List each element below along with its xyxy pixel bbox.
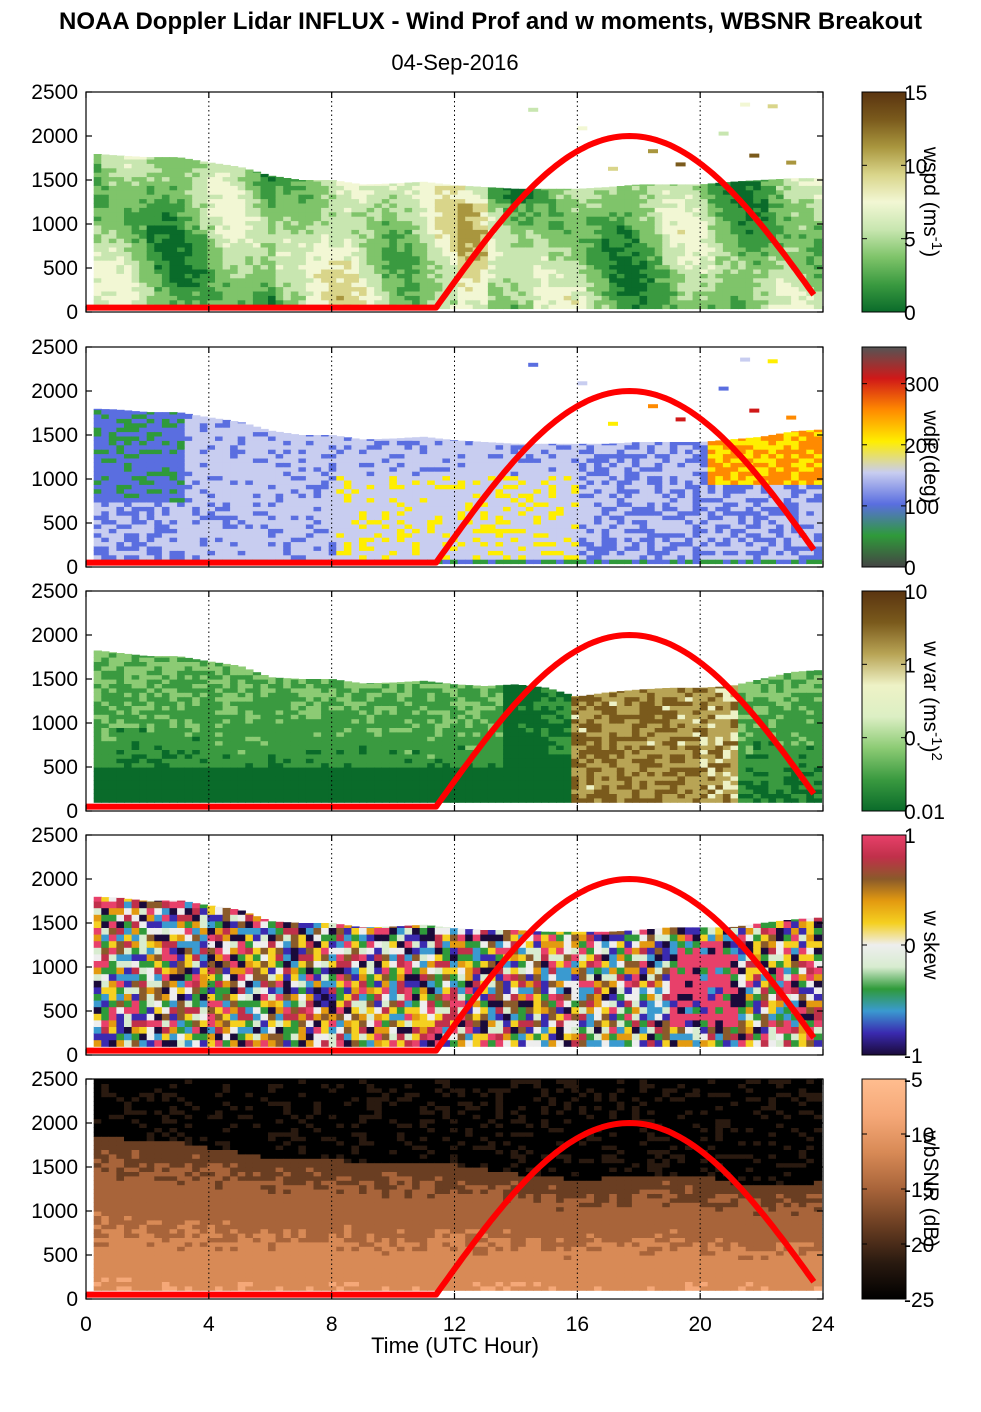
colorbar — [861, 346, 907, 568]
heatmap-cells — [93, 357, 823, 565]
y-tick-label: 1500 — [31, 424, 78, 447]
colorbar-tick-label: -20 — [904, 1234, 934, 1257]
y-tick-label: 0 — [66, 1288, 78, 1311]
sun-elevation-curve — [86, 632, 817, 810]
colorbar-tick-label: 5 — [904, 229, 916, 252]
colorbar-tick-label: 300 — [904, 374, 939, 397]
panel-wdir: 0 500 1000 1500 2000 2500 0 100 200 300 wdir (deg) — [31, 336, 942, 580]
colorbar-label: w skew — [919, 910, 942, 981]
colorbar-tick-label: 0. — [904, 728, 922, 751]
x-tick-label: 16 — [566, 1313, 589, 1336]
y-tick-label: 500 — [43, 512, 78, 535]
colorbar-label: w var (ms-1)2 — [919, 640, 946, 761]
colorbar — [861, 1078, 907, 1300]
y-tick-label: 1000 — [31, 468, 78, 491]
y-tick-label: 0 — [66, 556, 78, 579]
colorbar-tick-label: 15 — [904, 82, 927, 105]
y-tick-label: 2500 — [31, 81, 78, 104]
x-tick-label: 24 — [811, 1313, 835, 1336]
x-axis-label: Time (UTC Hour) — [371, 1333, 539, 1358]
colorbar-tick-label: 0 — [904, 935, 916, 958]
y-tick-label: 500 — [43, 756, 78, 779]
colorbar-tick-label: 0 — [904, 557, 916, 580]
colorbar-label: wdir (deg) — [919, 409, 942, 503]
y-tick-label: 500 — [43, 1244, 78, 1267]
x-tick-label: 0 — [80, 1313, 92, 1336]
colorbar-label: wbSNR (dB) — [919, 1130, 942, 1248]
colorbar-tick-label: 1 — [904, 654, 916, 677]
heatmap-cells — [93, 650, 823, 803]
heatmap-cells — [93, 1079, 823, 1291]
panel-wspd: 0 500 1000 1500 2000 2500 0 5 10 15 wspd (ms-1) — [31, 81, 945, 325]
y-tick-label: 1500 — [31, 1156, 78, 1179]
sun-elevation-curve — [86, 876, 817, 1054]
panel-w-skew: 0 500 1000 1500 2000 2500 -1 0 1 w skew — [31, 824, 942, 1068]
colorbar-tick-label: 10 — [904, 581, 927, 604]
x-tick-label: 4 — [203, 1313, 215, 1336]
heatmap-cells — [93, 896, 823, 1047]
colorbar-tick-label: 100 — [904, 496, 939, 519]
y-tick-label: 2000 — [31, 125, 78, 148]
panel-wbSNR: 0 500 1000 1500 2000 2500 -25 -20 -15 -10 -5 wbSNR … — [31, 1068, 942, 1312]
figure-title: NOAA Doppler Lidar INFLUX - Wind Prof an… — [59, 8, 922, 35]
colorbar-tick-label: 200 — [904, 435, 939, 458]
colorbar-tick-label: 1 — [904, 825, 916, 848]
colorbar — [861, 590, 907, 812]
y-tick-label: 0 — [66, 301, 78, 324]
colorbar-tick-label: -25 — [904, 1289, 934, 1312]
figure-date: 04-Sep-2016 — [391, 50, 519, 75]
colorbar-tick-label: -1 — [904, 1045, 923, 1068]
y-tick-label: 0 — [66, 800, 78, 823]
colorbar-tick-label: -15 — [904, 1179, 934, 1202]
y-tick-label: 500 — [43, 1000, 78, 1023]
y-tick-label: 2500 — [31, 336, 78, 359]
y-tick-label: 1500 — [31, 912, 78, 935]
y-tick-label: 1000 — [31, 712, 78, 735]
x-tick-label: 12 — [443, 1313, 466, 1336]
x-tick-label: 8 — [326, 1313, 338, 1336]
y-tick-label: 2000 — [31, 868, 78, 891]
colorbar-label: wspd (ms-1) — [919, 146, 946, 257]
colorbar — [861, 834, 907, 1056]
colorbar-tick-label: -10 — [904, 1124, 934, 1147]
y-tick-label: 2500 — [31, 580, 78, 603]
colorbar — [861, 91, 907, 313]
sun-elevation-curve — [86, 388, 817, 566]
y-tick-label: 2000 — [31, 380, 78, 403]
sun-elevation-curve — [86, 133, 817, 311]
sun-elevation-curve — [86, 1120, 817, 1298]
colorbar-tick-label: 10 — [904, 155, 927, 178]
y-tick-label: 0 — [66, 1044, 78, 1067]
y-tick-label: 1500 — [31, 668, 78, 691]
x-tick-label: 20 — [688, 1313, 711, 1336]
panel-w-var: 0 500 1000 1500 2000 2500 0.01 0. 1 10 w var (ms-1… — [31, 580, 945, 824]
y-tick-label: 1500 — [31, 169, 78, 192]
colorbar-tick-label: -5 — [904, 1069, 923, 1092]
y-tick-label: 1000 — [31, 956, 78, 979]
y-tick-label: 1000 — [31, 213, 78, 236]
y-tick-label: 2500 — [31, 824, 78, 847]
y-tick-label: 2500 — [31, 1068, 78, 1091]
y-tick-label: 500 — [43, 257, 78, 280]
y-tick-label: 2000 — [31, 624, 78, 647]
colorbar-tick-label: 0.01 — [904, 801, 945, 824]
y-tick-label: 2000 — [31, 1112, 78, 1135]
colorbar-tick-label: 0 — [904, 302, 916, 325]
y-tick-label: 1000 — [31, 1200, 78, 1223]
